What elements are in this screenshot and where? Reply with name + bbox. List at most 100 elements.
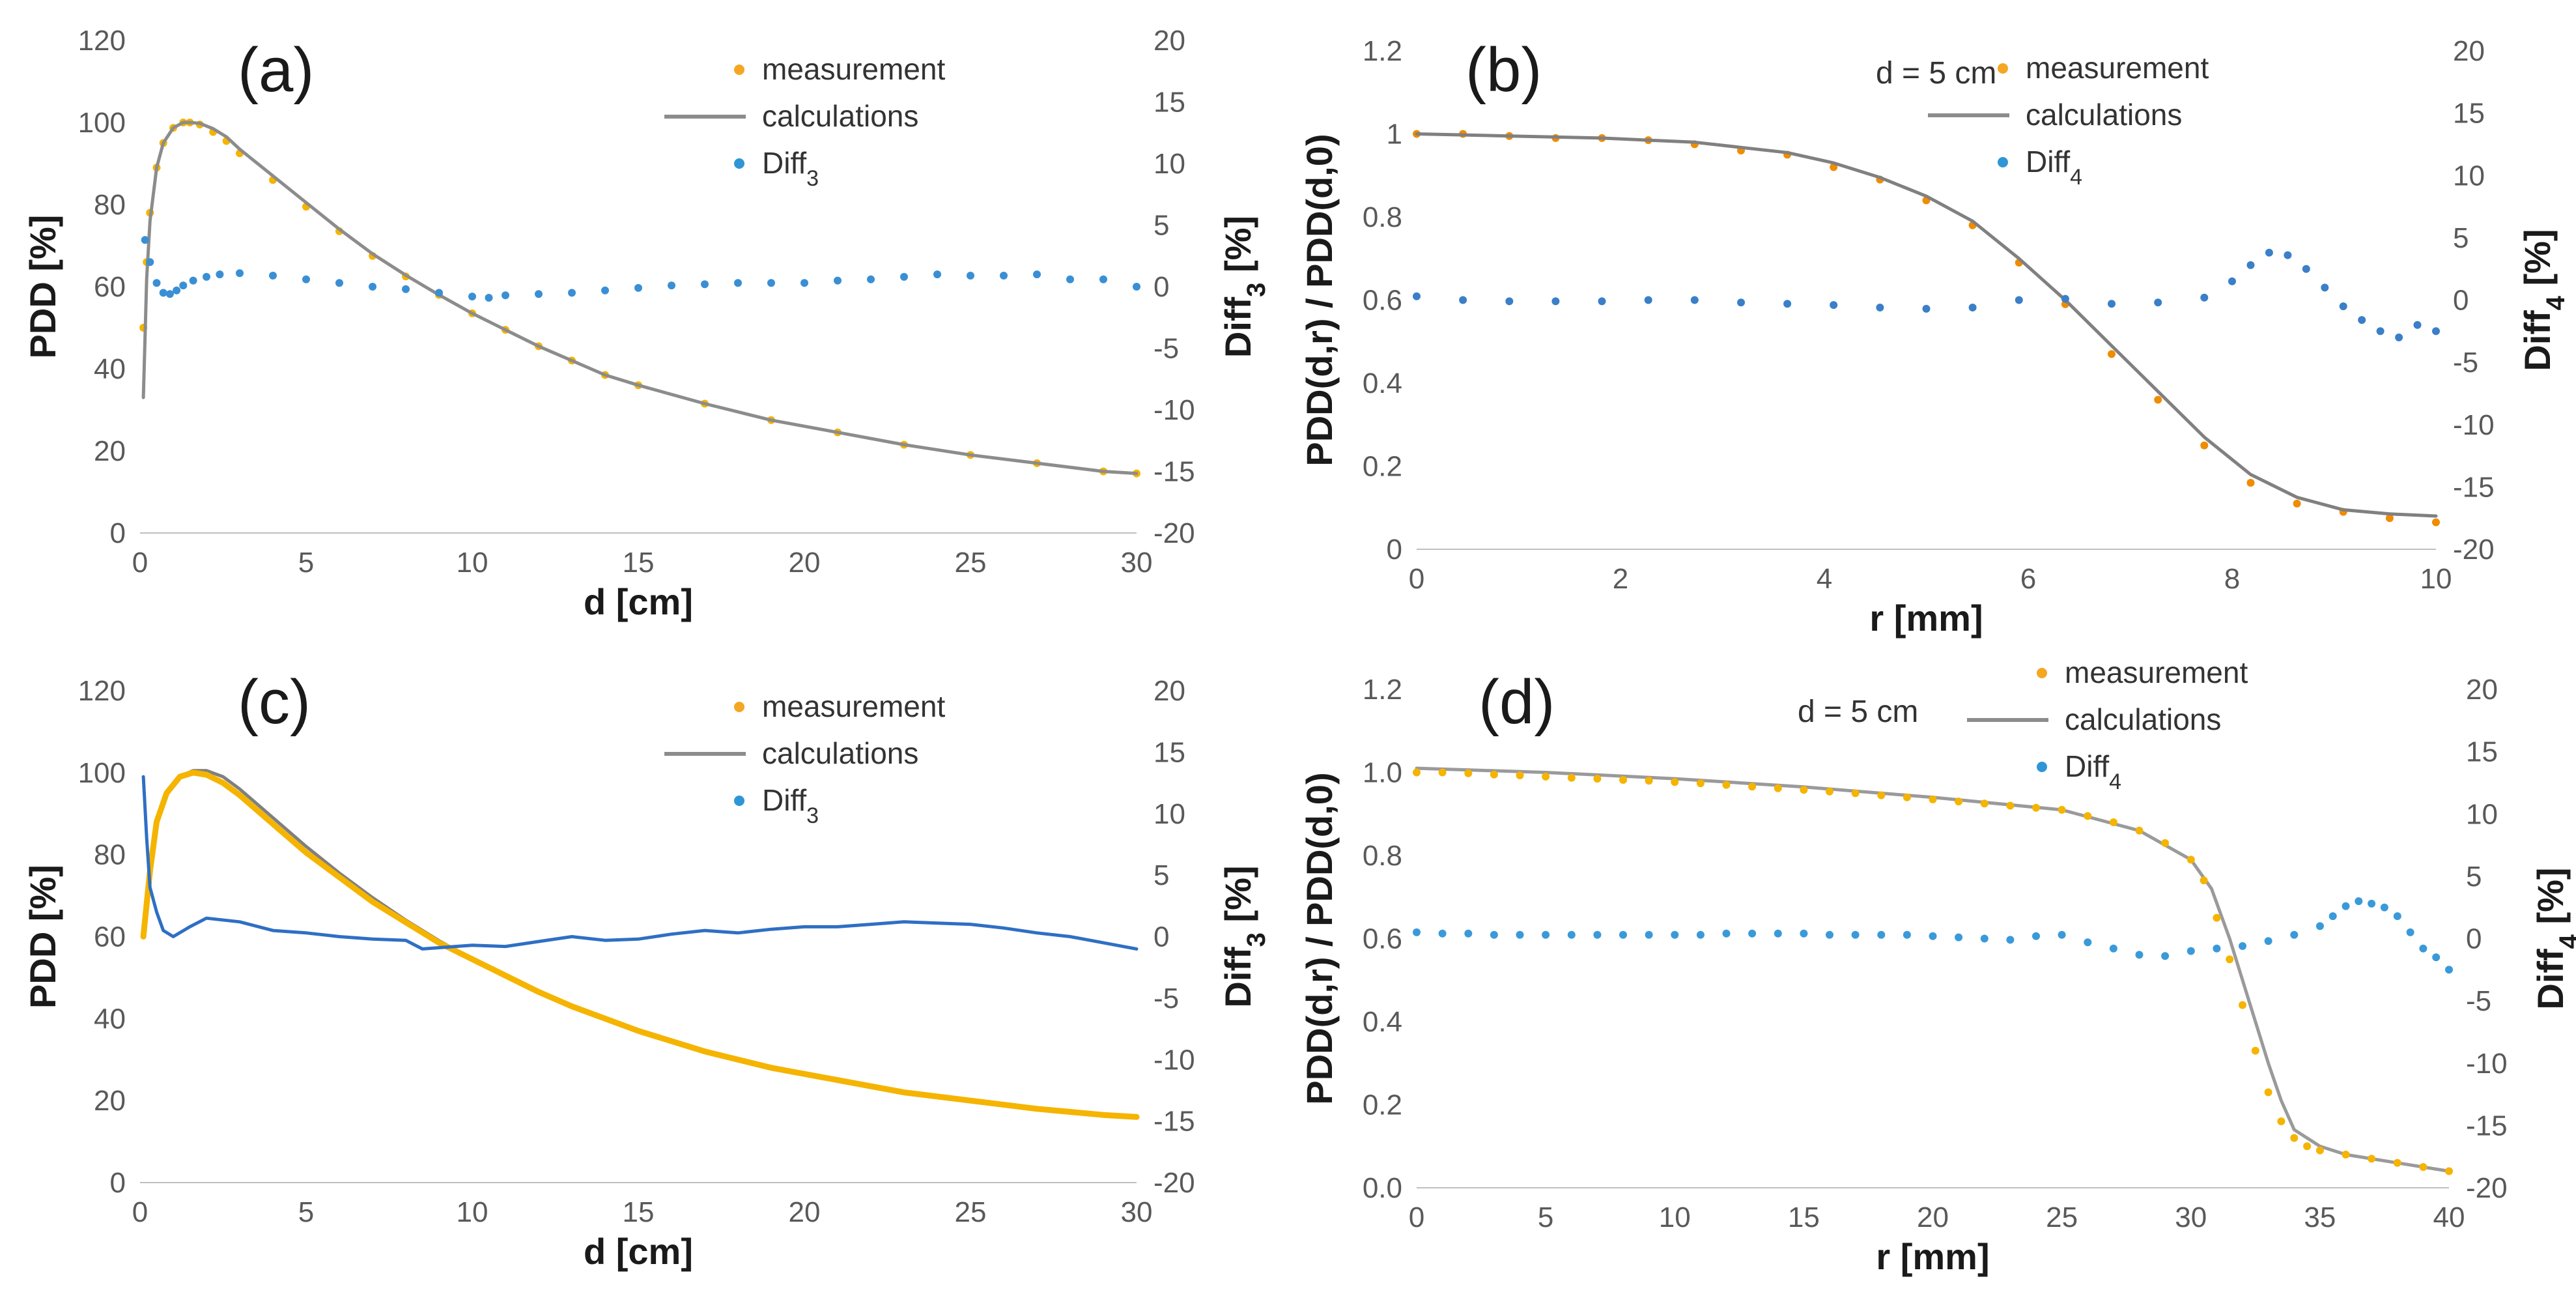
data-point-Diff4 [2109, 944, 2117, 953]
data-point-Diff4 [1551, 297, 1560, 306]
legend-label: measurement [2026, 51, 2209, 85]
y-tick-label: 1 [1387, 119, 1402, 151]
data-point-Diff4 [1567, 930, 1576, 939]
data-point-measurement [2006, 801, 2015, 810]
y2-axis-label-main: Diff [1217, 296, 1258, 358]
data-point-Diff3 [601, 286, 609, 295]
data-point-Diff4 [1696, 930, 1705, 939]
x-tick-label: 15 [623, 547, 655, 579]
data-point-measurement [2108, 350, 2116, 358]
data-point-Diff4 [2084, 938, 2092, 947]
y2-tick-label: 5 [2453, 222, 2469, 254]
x-tick-label: 25 [955, 1196, 987, 1228]
data-point-measurement [2154, 395, 2162, 404]
data-point-Diff3 [216, 270, 224, 279]
data-point-Diff4 [1413, 928, 1421, 936]
legend-dot-marker [734, 702, 744, 712]
data-point-Diff3 [900, 272, 908, 281]
x-tick-label: 15 [623, 1196, 655, 1228]
data-point-Diff4 [2368, 899, 2376, 908]
legend-label-text: calculations [762, 99, 918, 133]
data-point-measurement [2303, 1142, 2312, 1151]
data-point-Diff4 [1690, 296, 1699, 304]
x-tick-label: 30 [2175, 1201, 2207, 1233]
x-tick-label: 40 [2433, 1201, 2465, 1233]
data-point-Diff3 [867, 275, 875, 283]
y2-tick-label: -20 [2466, 1172, 2508, 1204]
data-point-Diff4 [1490, 930, 1498, 939]
data-point-measurement [2385, 514, 2394, 523]
data-point-measurement [2419, 1163, 2427, 1172]
legend-label: measurement [762, 689, 945, 723]
data-point-Diff4 [2032, 932, 2040, 940]
data-point-Diff4 [1826, 930, 1833, 939]
data-point-Diff4 [2302, 265, 2310, 273]
data-point-Diff4 [2358, 316, 2366, 324]
x-tick-label: 5 [1538, 1201, 1553, 1233]
y2-axis-label-subscript: 3 [1242, 932, 1271, 947]
y-tick-label: 0 [110, 517, 126, 549]
data-point-Diff4 [1644, 296, 1652, 304]
data-point-measurement [2445, 1167, 2453, 1175]
legend-label-text: measurement [762, 689, 945, 723]
y-tick-label: 0.2 [1363, 451, 1402, 483]
data-point-Diff3 [800, 279, 808, 287]
series-Diff4 [1413, 248, 2440, 341]
data-point-measurement [2032, 803, 2040, 812]
data-point-measurement [2200, 441, 2209, 450]
y-tick-label: 120 [78, 25, 126, 57]
legend-label-subscript: 3 [806, 166, 819, 191]
data-point-Diff4 [1459, 296, 1467, 304]
legend-label: Diff4 [2065, 749, 2121, 794]
y2-axis-label-main: Diff [2517, 310, 2558, 371]
data-point-Diff4 [2339, 302, 2347, 311]
data-point-Diff4 [2006, 936, 2015, 944]
legend-dot-marker [2037, 668, 2047, 678]
data-point-Diff3 [435, 289, 443, 297]
panel-label: (c) [238, 667, 311, 737]
legend-dot-marker [2037, 762, 2047, 772]
data-point-measurement [1619, 776, 1627, 784]
panel-label: (a) [238, 35, 314, 105]
x-tick-label: 25 [955, 547, 987, 579]
data-point-Diff4 [2432, 327, 2440, 336]
y2-axis-label-unit: [%] [2530, 867, 2571, 934]
data-point-Diff3 [535, 290, 543, 298]
data-point-Diff3 [1066, 275, 1074, 283]
y-axis-label: PDD(d,r) / PDD(d,0) [1299, 134, 1340, 466]
data-point-measurement [2368, 1155, 2376, 1163]
legend-label-text: Diff [2026, 145, 2070, 179]
x-tick-label: 0 [132, 547, 148, 579]
data-point-Diff4 [2154, 298, 2162, 307]
x-tick-label: 25 [2046, 1201, 2078, 1233]
series-Diff3 [141, 775, 1139, 951]
y2-tick-label: 10 [2453, 160, 2485, 192]
y2-tick-label: 5 [2466, 861, 2482, 893]
data-point-measurement [2239, 1001, 2246, 1009]
data-point-Diff4 [2246, 261, 2255, 269]
x-tick-label: 8 [2224, 563, 2240, 595]
data-point-Diff4 [2395, 333, 2403, 341]
legend: measurement calculations Diff3 [664, 689, 945, 828]
y-tick-label: 0.8 [1363, 840, 1402, 872]
legend-label-subscript: 4 [2109, 769, 2121, 794]
data-point-Diff4 [1516, 930, 1524, 939]
y2-tick-label: 15 [1154, 736, 1185, 768]
data-point-Diff3 [568, 289, 576, 297]
data-point-Diff3 [236, 269, 244, 278]
data-point-measurement [1851, 789, 1860, 798]
legend-label-text: measurement [2065, 655, 2248, 689]
y2-tick-label: 0 [1154, 921, 1169, 953]
y2-axis-label-subscript: 4 [2555, 934, 2576, 949]
data-point-measurement [2135, 826, 2144, 835]
panel-label: (d) [1479, 667, 1555, 737]
y-tick-label: 20 [94, 1085, 126, 1117]
data-point-measurement [1800, 786, 1808, 794]
data-point-measurement [1490, 770, 1498, 779]
data-point-Diff4 [2413, 321, 2422, 329]
data-point-Diff3 [668, 281, 675, 290]
data-point-Diff3 [173, 286, 181, 295]
y2-axis-label-unit: [%] [1217, 865, 1258, 932]
data-point-measurement [2200, 876, 2208, 885]
